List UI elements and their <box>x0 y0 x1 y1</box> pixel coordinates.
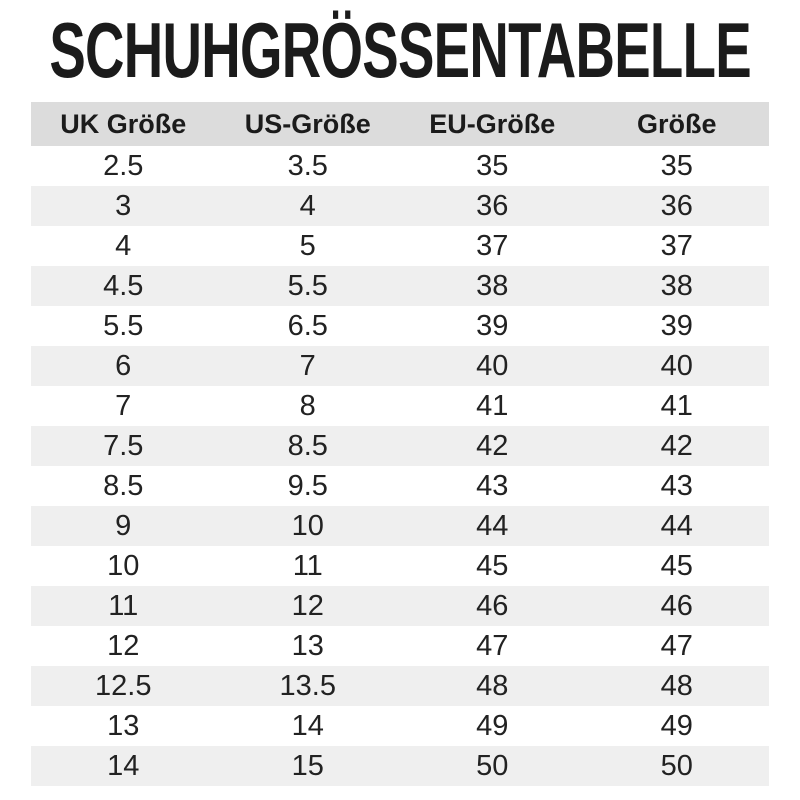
table-cell: 50 <box>660 749 693 782</box>
table-cell: 38 <box>476 269 509 302</box>
table-cell: 41 <box>476 389 509 422</box>
table-cell: 39 <box>660 309 693 342</box>
table-cell: 12 <box>107 629 140 662</box>
column-header-size: Größe <box>584 102 769 146</box>
table-row: 2.5 3.5 35 35 <box>31 146 769 186</box>
table-body: 2.5 3.5 35 35 3 4 36 36 4 5 37 37 4.5 5.5 38 38 5.5 6.5 39… <box>31 146 769 786</box>
table-row: 3 4 36 36 <box>31 186 769 226</box>
table-cell: 45 <box>476 549 509 582</box>
shoe-size-table: UK Größe US-Größe EU-Größe Größe 2.5 3.5 3… <box>31 102 769 786</box>
table-cell: 2.5 <box>103 149 144 182</box>
column-header-us: US-Größe <box>215 102 400 146</box>
column-header-uk: UK Größe <box>31 102 216 146</box>
table-row: 5.5 6.5 39 39 <box>31 306 769 346</box>
table-cell: 40 <box>476 349 509 382</box>
table-cell: 10 <box>107 549 140 582</box>
table-cell: 5.5 <box>103 309 144 342</box>
table-row: 9 10 44 44 <box>31 506 769 546</box>
column-header-eu: EU-Größe <box>400 102 585 146</box>
table-cell: 7.5 <box>103 429 144 462</box>
table-cell: 4 <box>115 229 132 262</box>
table-header: UK Größe US-Größe EU-Größe Größe <box>31 102 769 146</box>
table-cell: 44 <box>476 509 509 542</box>
table-row: 14 15 50 50 <box>31 746 769 786</box>
table-cell: 12.5 <box>95 669 152 702</box>
table-cell: 9 <box>115 509 132 542</box>
table-cell: 49 <box>660 709 693 742</box>
table-cell: 38 <box>660 269 693 302</box>
table-cell: 10 <box>291 509 324 542</box>
table-cell: 44 <box>660 509 693 542</box>
table-cell: 14 <box>107 749 140 782</box>
table-cell: 3 <box>115 189 132 222</box>
table-cell: 39 <box>476 309 509 342</box>
table-cell: 8.5 <box>103 469 144 502</box>
table-cell: 14 <box>291 709 324 742</box>
table-cell: 11 <box>108 589 139 622</box>
table-row: 7.5 8.5 42 42 <box>31 426 769 466</box>
table-row: 12 13 47 47 <box>31 626 769 666</box>
table-cell: 35 <box>476 149 509 182</box>
table-cell: 9.5 <box>287 469 328 502</box>
table-cell: 8.5 <box>287 429 328 462</box>
table-row: 13 14 49 49 <box>31 706 769 746</box>
table-cell: 48 <box>476 669 509 702</box>
table-cell: 5.5 <box>287 269 328 302</box>
table-row: 4.5 5.5 38 38 <box>31 266 769 306</box>
table-cell: 12 <box>291 589 324 622</box>
table-cell: 13.5 <box>279 669 336 702</box>
table-cell: 13 <box>291 629 324 662</box>
table-row: 4 5 37 37 <box>31 226 769 266</box>
table-cell: 45 <box>660 549 693 582</box>
table-cell: 37 <box>660 229 693 262</box>
table-row: 8.5 9.5 43 43 <box>31 466 769 506</box>
table-cell: 41 <box>660 389 693 422</box>
table-row: 11 12 46 46 <box>31 586 769 626</box>
table-cell: 4.5 <box>103 269 144 302</box>
table-cell: 47 <box>660 629 693 662</box>
table-cell: 8 <box>299 389 316 422</box>
table-cell: 46 <box>476 589 509 622</box>
table-cell: 35 <box>660 149 693 182</box>
table-cell: 42 <box>476 429 509 462</box>
table-cell: 43 <box>660 469 693 502</box>
table-row: 10 11 45 45 <box>31 546 769 586</box>
table-cell: 4 <box>299 189 316 222</box>
table-row: 6 7 40 40 <box>31 346 769 386</box>
table-cell: 48 <box>660 669 693 702</box>
table-cell: 11 <box>292 549 323 582</box>
table-cell: 43 <box>476 469 509 502</box>
table-cell: 13 <box>107 709 140 742</box>
table-row: 12.5 13.5 48 48 <box>31 666 769 706</box>
table-cell: 40 <box>660 349 693 382</box>
table-cell: 5 <box>299 229 316 262</box>
page-title: SCHUHGRÖSSENTABELLE <box>49 6 751 94</box>
table-row: 7 8 41 41 <box>31 386 769 426</box>
table-cell: 50 <box>476 749 509 782</box>
table-cell: 36 <box>476 189 509 222</box>
table-cell: 6 <box>115 349 132 382</box>
table-cell: 7 <box>115 389 132 422</box>
table-cell: 7 <box>299 349 316 382</box>
table-cell: 37 <box>476 229 509 262</box>
table-cell: 3.5 <box>287 149 328 182</box>
table-cell: 49 <box>476 709 509 742</box>
table-cell: 36 <box>660 189 693 222</box>
table-header-row: UK Größe US-Größe EU-Größe Größe <box>31 102 769 146</box>
table-cell: 6.5 <box>287 309 328 342</box>
table-cell: 15 <box>291 749 324 782</box>
table-cell: 47 <box>476 629 509 662</box>
table-cell: 46 <box>660 589 693 622</box>
table-cell: 42 <box>660 429 693 462</box>
page-title-container: SCHUHGRÖSSENTABELLE <box>0 0 800 94</box>
